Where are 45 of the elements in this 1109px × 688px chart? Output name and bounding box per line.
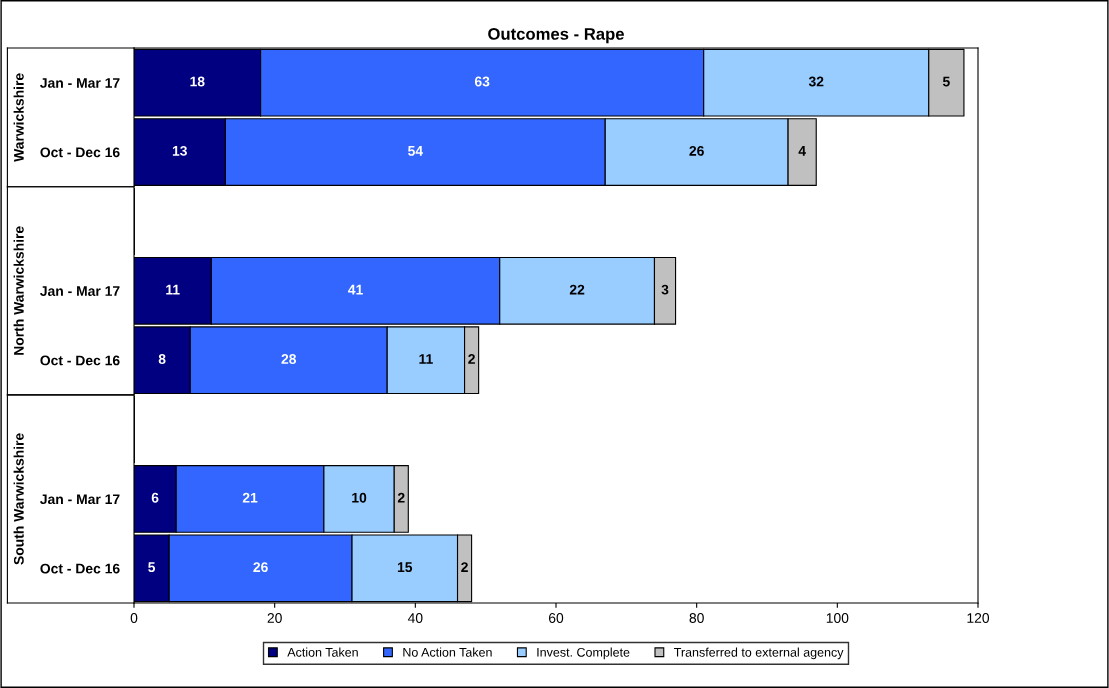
data-label: 26 — [689, 145, 704, 156]
data-label: 13 — [172, 145, 187, 156]
y-tick-label: Oct - Dec 16 — [40, 355, 120, 366]
data-label: 22 — [569, 284, 585, 295]
x-tick-label: 40 — [407, 613, 423, 623]
text: Warwickshire — [13, 73, 24, 162]
chart-title: Outcomes - Rape — [488, 28, 624, 44]
data-label: 4 — [798, 146, 806, 156]
data-label: 2 — [461, 562, 468, 572]
x-tick-label: 100 — [826, 613, 849, 623]
legend-label: Invest. Complete — [537, 647, 630, 660]
text: North Warwickshire — [13, 226, 24, 355]
data-label: 18 — [190, 76, 205, 87]
text: South Warwickshire — [13, 433, 24, 565]
y-tick-label: Oct - Dec 16 — [40, 563, 120, 574]
y-tick-label: Oct - Dec 16 — [40, 147, 120, 158]
data-label: 54 — [408, 146, 423, 156]
data-label: 6 — [151, 492, 159, 503]
data-label: 2 — [397, 492, 405, 503]
data-label: 15 — [397, 562, 413, 573]
x-tick-label: 120 — [967, 613, 990, 623]
data-label: 2 — [468, 354, 475, 364]
x-tick-label: 80 — [689, 613, 704, 623]
y-tick-label: Jan - Mar 17 — [40, 78, 120, 88]
data-label: 32 — [808, 76, 824, 87]
data-label: 5 — [148, 562, 156, 573]
data-label: 41 — [348, 284, 363, 295]
data-label: 21 — [242, 492, 258, 503]
data-label: 28 — [281, 354, 297, 364]
data-label: 5 — [942, 76, 950, 87]
x-tick-label: 0 — [130, 613, 138, 623]
legend-label: Transferred to external agency — [674, 647, 844, 660]
data-label: 26 — [253, 562, 268, 573]
data-label: 11 — [419, 354, 433, 364]
y-tick-label: Jan - Mar 17 — [40, 286, 120, 296]
data-label: 3 — [661, 284, 669, 295]
data-label: 11 — [166, 284, 180, 295]
data-label: 63 — [474, 76, 490, 87]
data-label: 8 — [158, 354, 166, 364]
x-tick-label: 60 — [548, 613, 564, 623]
legend-label: No Action Taken — [403, 647, 492, 657]
legend-label: Action Taken — [287, 647, 358, 657]
data-label: 10 — [352, 492, 367, 503]
y-tick-label: Jan - Mar 17 — [40, 494, 120, 505]
x-tick-label: 20 — [267, 613, 282, 623]
